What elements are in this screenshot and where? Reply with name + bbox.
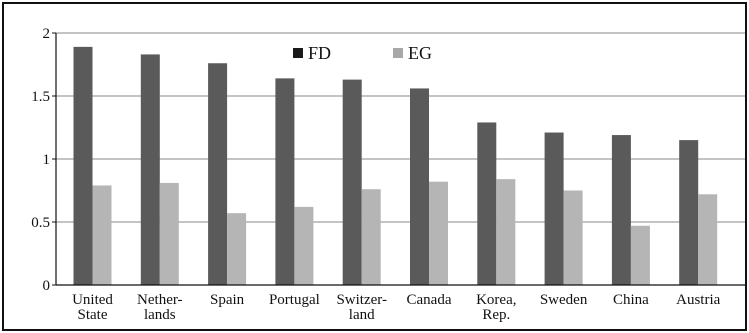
x-tick-label: Switzer-land [336,292,387,323]
legend-item-fd: FD [293,43,331,63]
bar-eg [92,185,112,285]
legend-item-eg: EG [393,43,432,63]
bar-fd [208,63,228,285]
y-tick-label: 0 [43,278,51,294]
x-tick-label: China [613,292,649,308]
y-tick-label: 0.5 [31,215,50,231]
bars [73,46,718,286]
bar-eg [159,182,179,285]
x-tick-label: Sweden [540,292,588,308]
legend-label: FD [308,43,331,63]
legend-swatch [293,48,303,58]
x-tick-label: Portugal [269,292,320,308]
bar-chart: 0 0.5 1 1.5 2 United State Nether-lands Spain Po… [31,26,745,323]
bar-eg [496,179,516,285]
bar-fd [544,132,564,285]
x-tick-label: United State [72,292,113,323]
bar-fd [410,88,429,285]
y-tick-label: 1 [43,152,51,168]
bar-eg [563,190,583,285]
x-tick-labels: United State Nether-lands Spain Portugal Swit… [72,292,721,323]
y-tick-labels: 0 0.5 1 1.5 2 [31,26,50,294]
bar-eg [698,194,718,285]
bar-fd [611,135,631,285]
bar-fd [73,46,93,285]
axes [52,32,745,286]
legend: FD EG [293,43,432,63]
x-tick-label: Nether-lands [137,292,183,323]
bar-eg [630,225,650,285]
y-tick-label: 2 [43,26,51,42]
bar-fd [477,122,497,286]
x-tick-label: Spain [210,292,245,308]
bar-fd [275,78,295,285]
legend-swatch [393,48,403,58]
bar-eg [294,206,314,285]
bar-eg [361,189,381,285]
bar-eg [227,213,247,285]
bar-fd [342,79,362,286]
x-tick-label: Korea, Rep. [476,292,516,323]
bar-eg [429,181,448,285]
legend-label: EG [408,43,432,63]
x-tick-label: Canada [407,292,452,308]
y-tick-label: 1.5 [31,89,50,105]
bar-fd [140,54,160,285]
x-tick-label: Austria [676,292,721,308]
bar-fd [679,140,699,285]
